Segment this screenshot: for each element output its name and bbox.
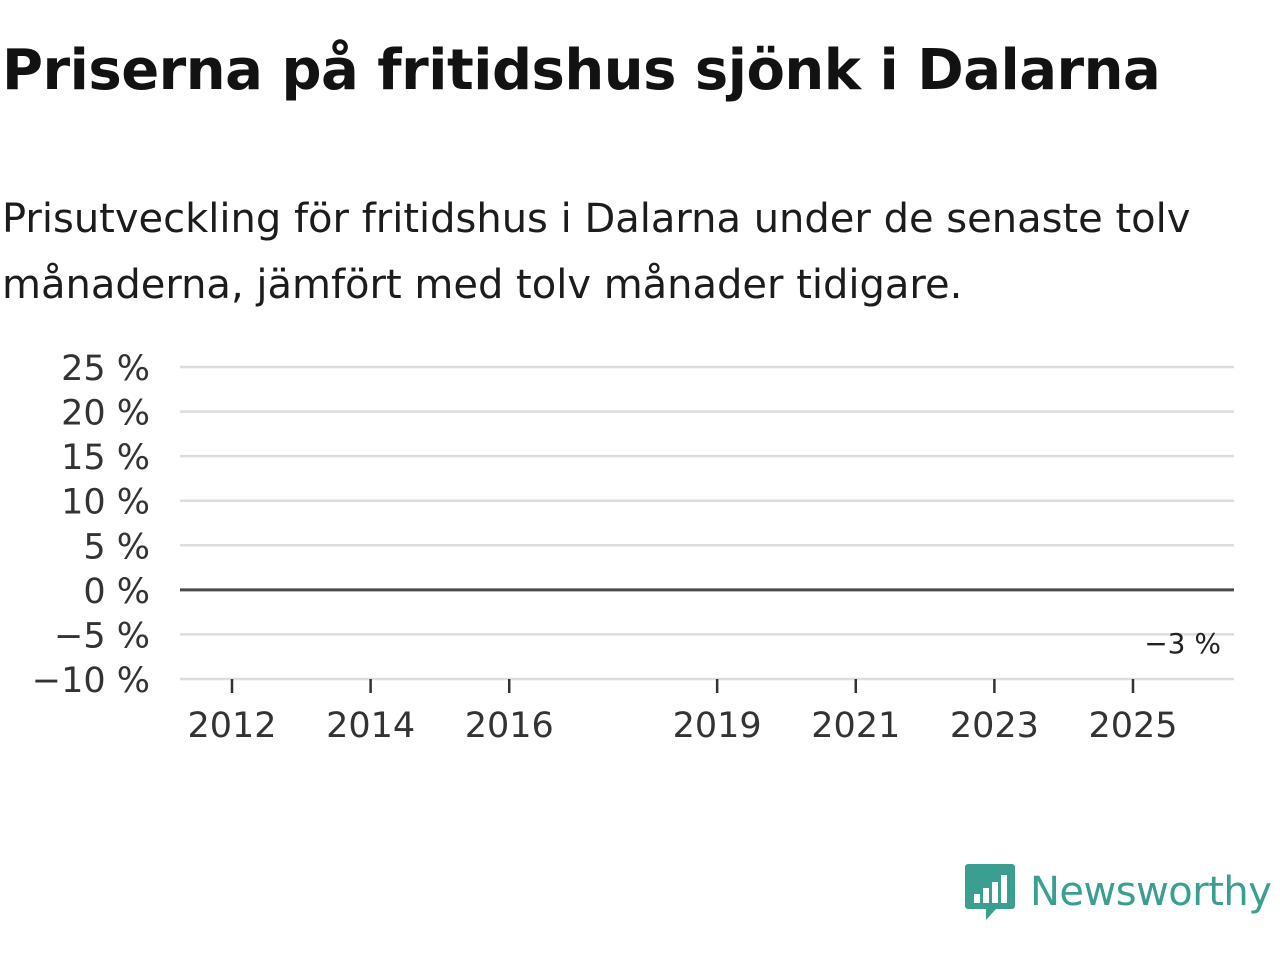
y-axis-tick-labels: 25 % 20 %15 % 10 %5 % 0 %−5 % −10 % bbox=[32, 349, 150, 701]
x-tick-label: 2023 bbox=[950, 706, 1039, 746]
grid-lines bbox=[180, 365, 1234, 681]
bar-chart: 25 % 20 %15 % 10 %5 % 0 %−5 % −10 % 2012 2014… bbox=[32, 349, 1234, 746]
x-tick-label: 2021 bbox=[811, 706, 900, 746]
newsworthy-logo-icon bbox=[965, 864, 1015, 920]
y-tick-label: 5 % bbox=[83, 527, 150, 567]
end-value-label: −3 % bbox=[1144, 627, 1221, 660]
newsworthy-logo-text: Newsworthy bbox=[1030, 869, 1272, 915]
y-tick-label: −10 % bbox=[32, 661, 150, 701]
chart-subtitle: Prisutveckling för fritidshus i Dalarna … bbox=[2, 196, 1191, 308]
x-tick-label: 2025 bbox=[1088, 706, 1177, 746]
x-tick-label: 2016 bbox=[465, 706, 554, 746]
y-tick-label: 25 % bbox=[61, 349, 150, 389]
x-axis-ticks: 2012 2014 2016 2019 2021 2023 2025 bbox=[187, 679, 1178, 746]
x-tick-label: 2012 bbox=[187, 706, 276, 746]
newsworthy-logo: Newsworthy bbox=[964, 862, 1272, 922]
chart-title: Priserna på fritidshus sjönk i Dalarna bbox=[2, 38, 1161, 103]
x-tick-label: 2014 bbox=[326, 706, 415, 746]
y-tick-label: 20 % bbox=[61, 394, 150, 434]
y-tick-label: 15 % bbox=[61, 438, 150, 478]
y-tick-label: −5 % bbox=[54, 616, 150, 656]
x-tick-label: 2019 bbox=[673, 706, 762, 746]
y-tick-label: 10 % bbox=[61, 483, 150, 523]
y-tick-label: 0 % bbox=[83, 572, 150, 612]
